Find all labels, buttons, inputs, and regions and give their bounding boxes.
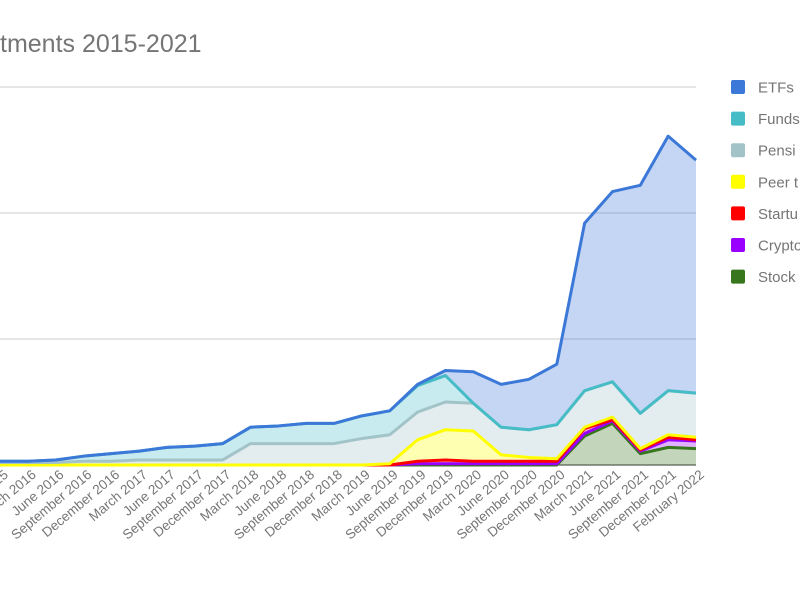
legend-label: Crypto (758, 238, 800, 255)
legend-label: Pensi (758, 143, 796, 160)
area-pensi (0, 381, 696, 465)
line-etfs (0, 134, 697, 463)
legend-item[interactable]: Startu (731, 206, 798, 223)
legend-item[interactable]: Crypto (731, 238, 800, 255)
legend-swatch (731, 269, 745, 284)
legend-swatch (731, 80, 745, 94)
legend-label: Peer t (758, 174, 799, 191)
legend-label: ETFs (758, 80, 794, 97)
legend-swatch (731, 174, 745, 189)
line-peer-t (0, 415, 697, 467)
legend-label: Stock (758, 269, 796, 286)
legend-item[interactable]: Pensi (731, 143, 796, 160)
area-stock (0, 423, 696, 465)
legend-label: Funds (758, 111, 800, 128)
legend-swatch (731, 238, 745, 252)
legend-item[interactable]: ETFs (731, 80, 794, 97)
legend-item[interactable]: Stock (731, 269, 796, 286)
chart-title: tments 2015-2021 (0, 30, 202, 58)
legend-swatch (731, 143, 745, 158)
legend-label: Startu (758, 206, 798, 223)
legend-item[interactable]: Funds (731, 111, 800, 128)
legend-swatch (731, 206, 745, 221)
legend-swatch (731, 111, 745, 126)
legend-item[interactable]: Peer t (731, 174, 799, 191)
